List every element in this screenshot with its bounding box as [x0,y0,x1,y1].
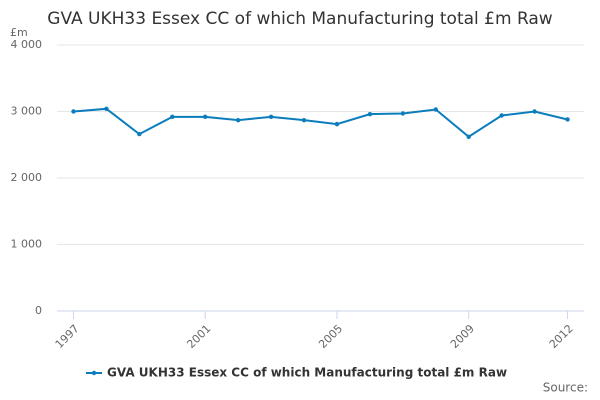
x-tick-label: 2001 [184,322,213,351]
data-point [565,117,570,122]
data-point [104,106,109,112]
x-tick-label: 2005 [316,322,345,351]
source: Source: [543,381,588,395]
data-point [203,114,208,120]
data-point [268,114,274,120]
data-point [532,109,537,114]
data-point [433,107,438,112]
y-tick-label: 2 000 [11,171,43,184]
x-tick-label: 2009 [448,322,477,351]
legend-label: GVA UKH33 Essex CC of which Manufacturin… [107,366,507,380]
data-point [499,113,504,118]
data-line [73,107,568,139]
data-point [71,109,76,114]
data-point [466,134,471,139]
data-point [137,131,142,137]
chart-title: GVA UKH33 Essex CC of which Manufacturin… [47,9,553,29]
y-axis-label: £m [10,26,28,39]
y-tick-label: 0 [35,304,42,317]
y-tick-label: 1 000 [11,238,43,251]
data-point [170,114,175,120]
data-point [235,117,241,123]
x-tick-label: 2012 [547,322,576,351]
x-tick-label: 1997 [53,322,82,351]
legend-marker [91,370,97,376]
data-point [400,111,406,116]
y-tick-label: 4 000 [11,38,43,51]
y-tick-label: 3 000 [11,105,43,118]
data-point [301,117,307,123]
data-point [367,111,373,117]
data-point [334,121,340,127]
